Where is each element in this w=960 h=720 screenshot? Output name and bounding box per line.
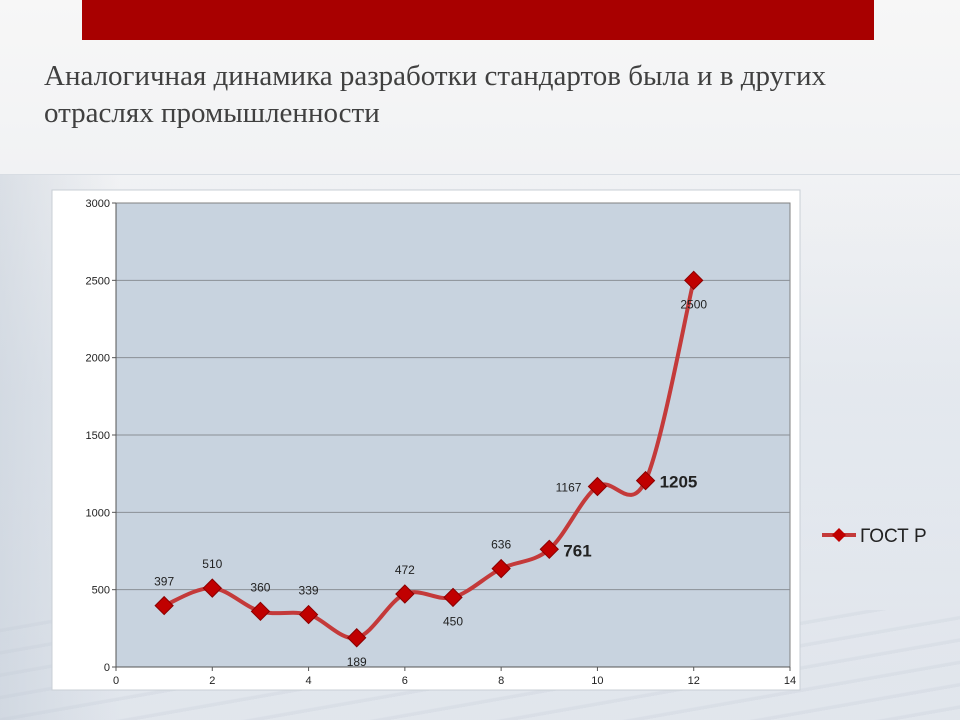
data-label: 189 (347, 655, 367, 669)
data-point-marker (347, 628, 367, 648)
data-label: 472 (395, 563, 415, 577)
y-tick-label: 3000 (86, 198, 110, 210)
data-label: 397 (154, 575, 174, 589)
data-label: 636 (491, 538, 511, 552)
data-point-marker (202, 578, 222, 598)
x-tick-label: 12 (688, 675, 700, 687)
y-tick-label: 2500 (86, 275, 110, 287)
data-point-marker (443, 587, 463, 608)
x-tick-label: 14 (784, 675, 796, 687)
y-tick-label: 1000 (86, 507, 110, 519)
y-tick-label: 2000 (86, 353, 110, 365)
data-label: 339 (299, 584, 319, 598)
data-point-marker (154, 595, 174, 616)
data-point-marker (539, 539, 559, 560)
x-tick-label: 0 (113, 675, 119, 687)
slide-title: Аналогичная динамика разработки стандарт… (44, 60, 827, 129)
legend-label: ГОСТ Р (860, 526, 927, 547)
data-point-marker (395, 584, 415, 604)
data-point-marker (587, 476, 608, 497)
data-label: 2500 (680, 297, 707, 311)
data-point-marker (298, 604, 319, 625)
x-tick-label: 2 (209, 675, 215, 687)
data-point-marker (635, 470, 656, 491)
data-point-marker (684, 270, 704, 291)
data-label: 360 (250, 580, 270, 594)
legend-marker (832, 528, 846, 542)
data-label: 450 (443, 614, 463, 628)
title-divider (0, 174, 960, 175)
x-tick-label: 4 (306, 675, 312, 687)
y-tick-label: 1500 (86, 430, 110, 442)
x-tick-label: 8 (498, 675, 504, 687)
y-tick-label: 500 (92, 585, 110, 597)
data-label: 1205 (660, 473, 698, 492)
data-point-marker (491, 558, 511, 579)
top-accent-bar (82, 0, 874, 40)
x-tick-label: 6 (402, 675, 408, 687)
data-label: 510 (202, 557, 222, 571)
data-label: 761 (563, 541, 591, 560)
y-tick-label: 0 (104, 662, 110, 674)
data-label: 1167 (556, 481, 582, 495)
data-point-marker (250, 601, 271, 622)
x-tick-label: 10 (591, 675, 603, 687)
